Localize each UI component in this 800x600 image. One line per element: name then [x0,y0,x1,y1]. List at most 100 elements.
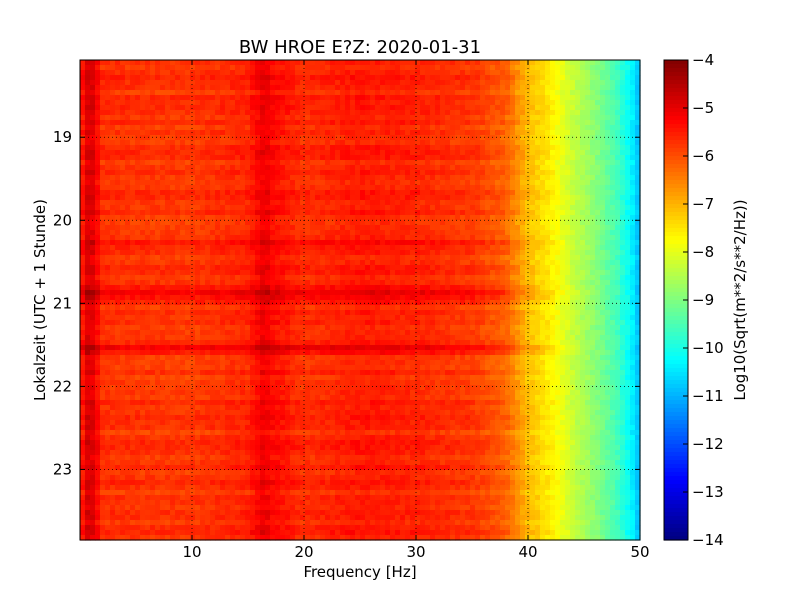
heatmap-cell [490,165,496,171]
heatmap-cell [265,190,271,196]
heatmap-cell [535,70,541,76]
heatmap-cell [160,145,166,151]
heatmap-cell [230,215,236,221]
heatmap-cell [430,185,436,191]
heatmap-cell [615,260,621,266]
heatmap-cell [565,155,571,161]
heatmap-cell [185,135,191,141]
heatmap-cell [540,240,546,246]
heatmap-cell [595,115,601,121]
heatmap-cell [260,80,266,86]
heatmap-cell [85,240,91,246]
heatmap-cell [535,90,541,96]
heatmap-cell [490,135,496,141]
heatmap-cell [515,105,521,111]
heatmap-cell [390,105,396,111]
heatmap-cell [425,235,431,241]
heatmap-cell [235,265,241,271]
heatmap-cell [570,245,576,251]
heatmap-cell [145,80,151,86]
heatmap-cell [420,85,426,91]
heatmap-cell [325,250,331,256]
heatmap-cell [385,115,391,121]
heatmap-cell [195,235,201,241]
heatmap-cell [440,170,446,176]
heatmap-cell [115,245,121,251]
heatmap-cell [130,140,136,146]
heatmap-cell [275,120,281,126]
heatmap-cell [605,265,611,271]
heatmap-cell [385,130,391,136]
heatmap-cell [170,175,176,181]
heatmap-cell [115,145,121,151]
heatmap-cell [435,270,441,276]
heatmap-cell [325,260,331,266]
heatmap-cell [440,120,446,126]
heatmap-cell [515,115,521,121]
heatmap-cell [240,85,246,91]
heatmap-cell [195,105,201,111]
heatmap-cell [130,120,136,126]
heatmap-cell [485,145,491,151]
heatmap-cell [625,190,631,196]
heatmap-cell [220,265,226,271]
heatmap-cell [145,75,151,81]
heatmap-cell [275,105,281,111]
heatmap-cell [550,275,556,281]
heatmap-cell [275,80,281,86]
heatmap-cell [420,95,426,101]
heatmap-cell [340,65,346,71]
heatmap-cell [95,165,101,171]
heatmap-cell [530,240,536,246]
heatmap-cell [355,190,361,196]
heatmap-cell [200,210,206,216]
heatmap-cell [165,260,171,266]
heatmap-cell [185,210,191,216]
heatmap-cell [465,170,471,176]
heatmap-cell [330,70,336,76]
heatmap-cell [595,175,601,181]
heatmap-cell [525,265,531,271]
heatmap-cell [285,95,291,101]
heatmap-cell [630,270,636,276]
heatmap-cell [520,105,526,111]
heatmap-cell [105,265,111,271]
heatmap-cell [510,85,516,91]
heatmap-cell [150,190,156,196]
heatmap-cell [395,200,401,206]
heatmap-cell [120,195,126,201]
heatmap-cell [340,195,346,201]
heatmap-cell [275,60,281,66]
heatmap-cell [320,125,326,131]
heatmap-cell [120,150,126,156]
heatmap-cell [195,255,201,261]
heatmap-cell [375,240,381,246]
heatmap-cell [240,275,246,281]
heatmap-cell [290,110,296,116]
heatmap-cell [530,275,536,281]
heatmap-cell [340,205,346,211]
heatmap-cell [165,235,171,241]
heatmap-cell [85,60,91,66]
heatmap-cell [240,130,246,136]
heatmap-cell [635,155,641,161]
heatmap-cell [440,85,446,91]
heatmap-cell [575,65,581,71]
heatmap-cell [400,75,406,81]
heatmap-cell [505,85,511,91]
heatmap-cell [545,105,551,111]
heatmap-cell [455,205,461,211]
heatmap-cell [585,205,591,211]
heatmap-cell [470,165,476,171]
heatmap-cell [420,75,426,81]
heatmap-cell [95,90,101,96]
heatmap-cell [125,205,131,211]
heatmap-cell [555,175,561,181]
heatmap-cell [135,145,141,151]
heatmap-cell [400,85,406,91]
heatmap-cell [225,265,231,271]
heatmap-cell [90,205,96,211]
heatmap-cell [515,95,521,101]
heatmap-cell [220,140,226,146]
heatmap-cell [545,60,551,66]
